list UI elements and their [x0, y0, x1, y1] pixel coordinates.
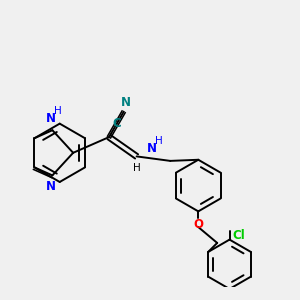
Text: H: H	[54, 106, 62, 116]
Text: Cl: Cl	[232, 229, 245, 242]
Text: H: H	[155, 136, 163, 146]
Text: C: C	[112, 118, 121, 130]
Text: N: N	[46, 180, 56, 193]
Text: N: N	[46, 112, 56, 125]
Text: O: O	[193, 218, 203, 231]
Text: H: H	[133, 163, 140, 172]
Text: N: N	[121, 96, 131, 110]
Text: N: N	[147, 142, 157, 155]
